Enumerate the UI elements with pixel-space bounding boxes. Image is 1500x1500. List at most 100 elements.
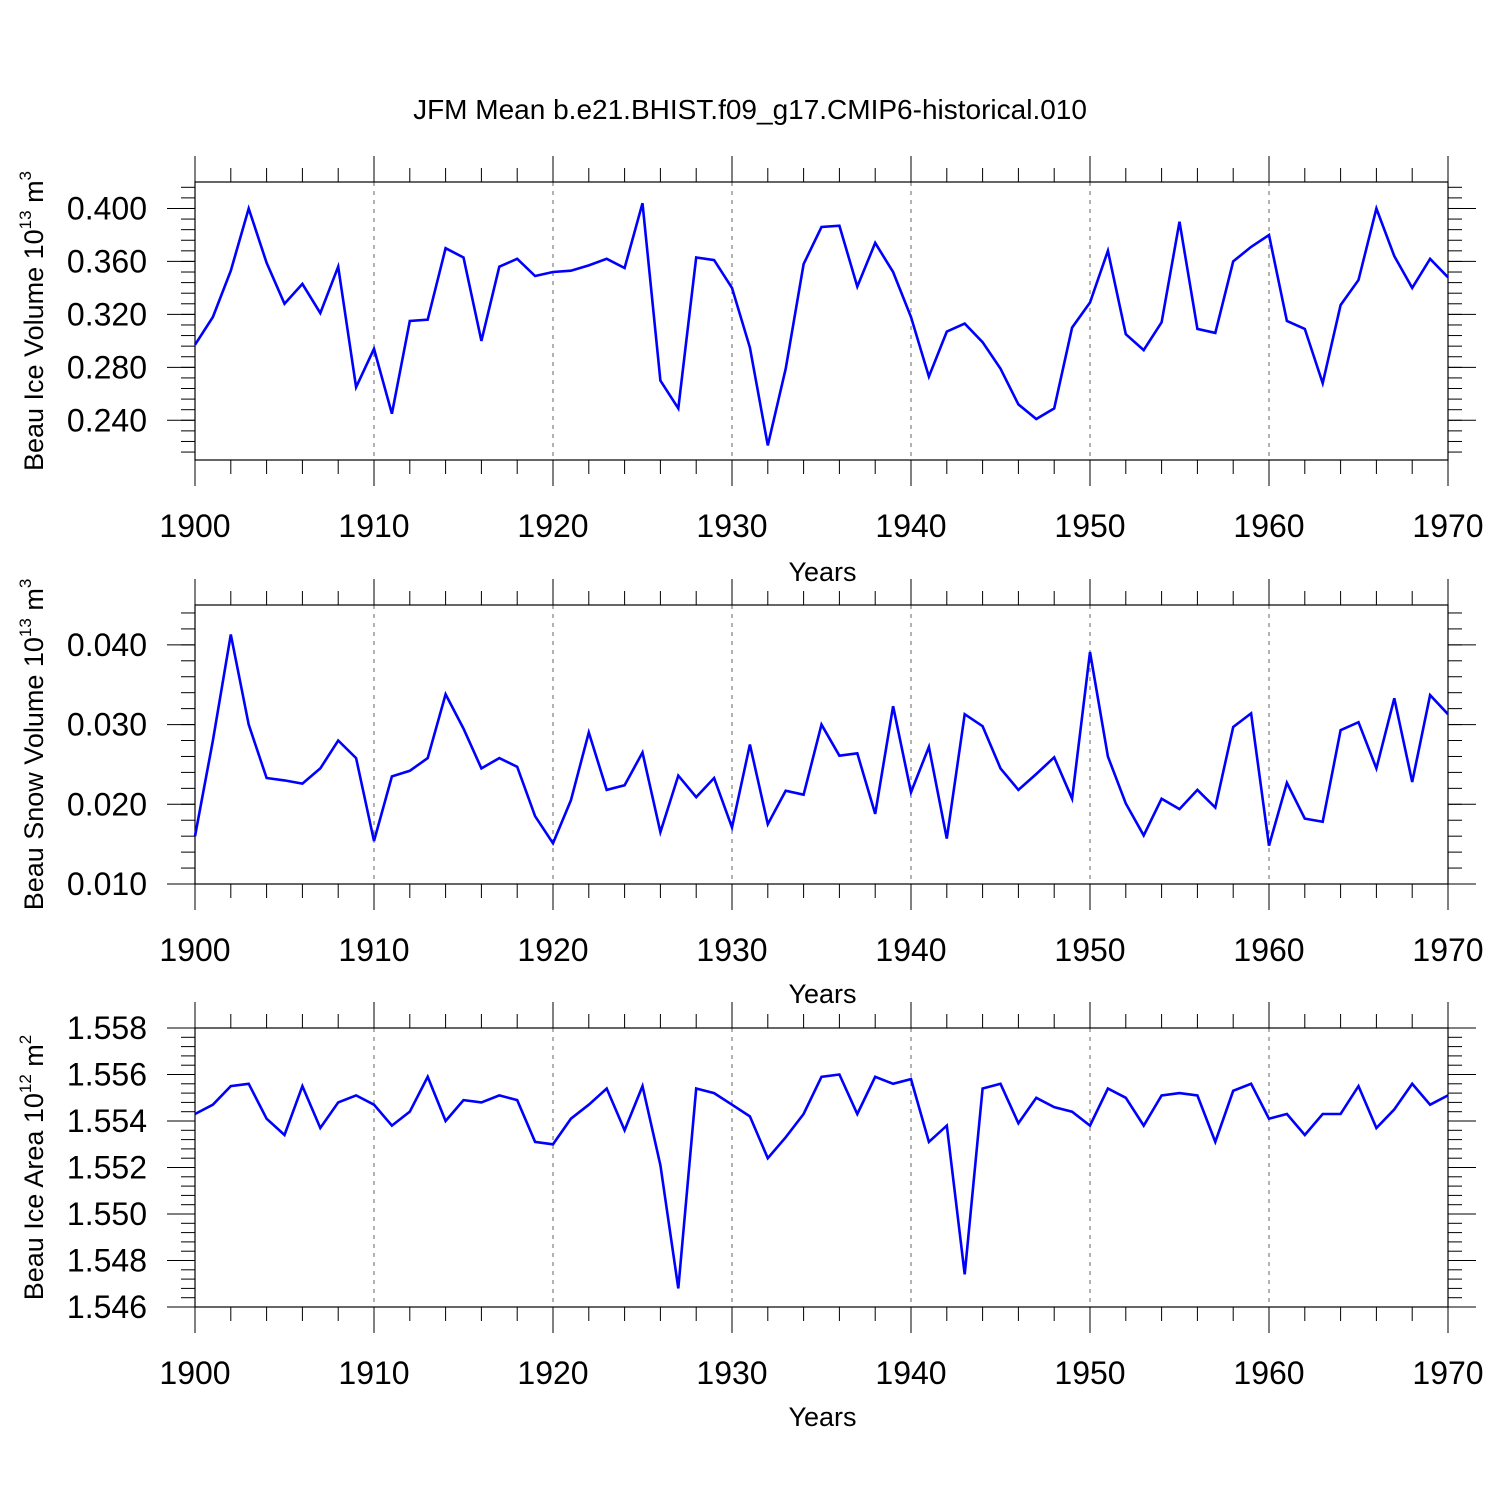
data-point <box>766 444 769 447</box>
data-point <box>337 1101 340 1104</box>
data-point <box>1178 808 1181 811</box>
data-point <box>731 826 734 829</box>
data-point <box>1106 755 1109 758</box>
data-point <box>623 1129 626 1132</box>
data-point <box>1393 697 1396 700</box>
data-point <box>1411 1082 1414 1085</box>
data-point <box>211 739 214 742</box>
panel-ice-area: 1.546 1.548 1.550 1.552 1.554 1.556 1.558 1900 1… <box>16 1002 1484 1432</box>
x-tick-label: 1960 <box>1233 508 1304 544</box>
data-point <box>838 1073 841 1076</box>
data-point <box>945 330 948 333</box>
data-point <box>355 1094 358 1097</box>
data-point <box>641 202 644 205</box>
data-point <box>462 1099 465 1102</box>
data-point <box>1017 1122 1020 1125</box>
panel-snow-volume: 0.010 0.020 0.030 0.040 1900 1910 1920 1930 1940… <box>16 579 1484 1009</box>
data-point <box>981 725 984 728</box>
data-point <box>677 1287 680 1290</box>
data-point <box>623 267 626 270</box>
data-point <box>1285 320 1288 323</box>
data-point <box>1071 797 1074 800</box>
data-point <box>265 776 268 779</box>
data-point <box>534 815 537 818</box>
data-point <box>552 842 555 845</box>
data-point <box>498 265 501 268</box>
data-point <box>283 302 286 305</box>
data-point <box>1196 788 1199 791</box>
y-axis-label: Beau Snow Volume 1013 m3 <box>16 579 49 911</box>
data-point <box>319 767 322 770</box>
data-point <box>480 1101 483 1104</box>
data-point <box>265 261 268 264</box>
y-tick-label: 0.030 <box>67 707 147 743</box>
data-point <box>301 282 304 285</box>
x-tick-label: 1930 <box>696 932 767 968</box>
data-point <box>1411 286 1414 289</box>
data-point <box>390 775 393 778</box>
x-axis-label: Years <box>788 1402 856 1432</box>
x-tick-label: 1900 <box>159 932 230 968</box>
data-point <box>337 739 340 742</box>
data-point <box>1232 725 1235 728</box>
data-point <box>426 1075 429 1078</box>
data-point <box>1321 382 1324 385</box>
data-point <box>1303 327 1306 330</box>
x-tick-label: 1940 <box>875 508 946 544</box>
data-point <box>766 823 769 826</box>
data-point <box>1303 817 1306 820</box>
x-tick-label: 1900 <box>159 508 230 544</box>
data-point <box>820 723 823 726</box>
data-point <box>1375 207 1378 210</box>
plot-frame <box>194 1027 1449 1308</box>
data-point <box>910 1078 913 1081</box>
data-point <box>605 1087 608 1090</box>
data-point <box>892 705 895 708</box>
plot-frame <box>194 604 1449 885</box>
data-point <box>623 784 626 787</box>
data-point <box>319 312 322 315</box>
data-point <box>784 367 787 370</box>
data-point <box>1035 417 1038 420</box>
data-point <box>1196 1094 1199 1097</box>
data-point <box>1268 233 1271 236</box>
data-point <box>194 835 197 838</box>
x-tick-label: 1910 <box>338 508 409 544</box>
data-point <box>1447 276 1450 279</box>
y-tick-label: 0.040 <box>67 627 147 663</box>
data-point <box>802 793 805 796</box>
x-tick-label: 1960 <box>1233 932 1304 968</box>
data-point <box>1357 1085 1360 1088</box>
x-tick-label: 1920 <box>517 1355 588 1391</box>
data-point <box>1375 1126 1378 1129</box>
data-point <box>516 1099 519 1102</box>
y-tick-label: 0.240 <box>67 402 147 438</box>
data-point <box>1214 806 1217 809</box>
data-point <box>838 224 841 227</box>
data-point <box>516 257 519 260</box>
data-point <box>516 765 519 768</box>
data-point <box>587 731 590 734</box>
data-point <box>194 1113 197 1116</box>
data-point <box>892 1082 895 1085</box>
data-point <box>194 343 197 346</box>
data-point <box>1232 1089 1235 1092</box>
data-point <box>963 322 966 325</box>
data-point <box>1142 349 1145 352</box>
data-point <box>480 339 483 342</box>
data-point <box>1250 712 1253 715</box>
data-point <box>1160 321 1163 324</box>
data-point <box>927 1140 930 1143</box>
data-point <box>480 767 483 770</box>
series-line <box>193 202 1449 446</box>
data-point <box>1393 255 1396 258</box>
data-point <box>1124 1096 1127 1099</box>
data-point <box>659 379 662 382</box>
data-point <box>802 263 805 266</box>
x-tick-label: 1970 <box>1412 508 1483 544</box>
data-point <box>1268 844 1271 847</box>
data-point <box>927 745 930 748</box>
data-point <box>945 837 948 840</box>
data-point <box>1339 1113 1342 1116</box>
